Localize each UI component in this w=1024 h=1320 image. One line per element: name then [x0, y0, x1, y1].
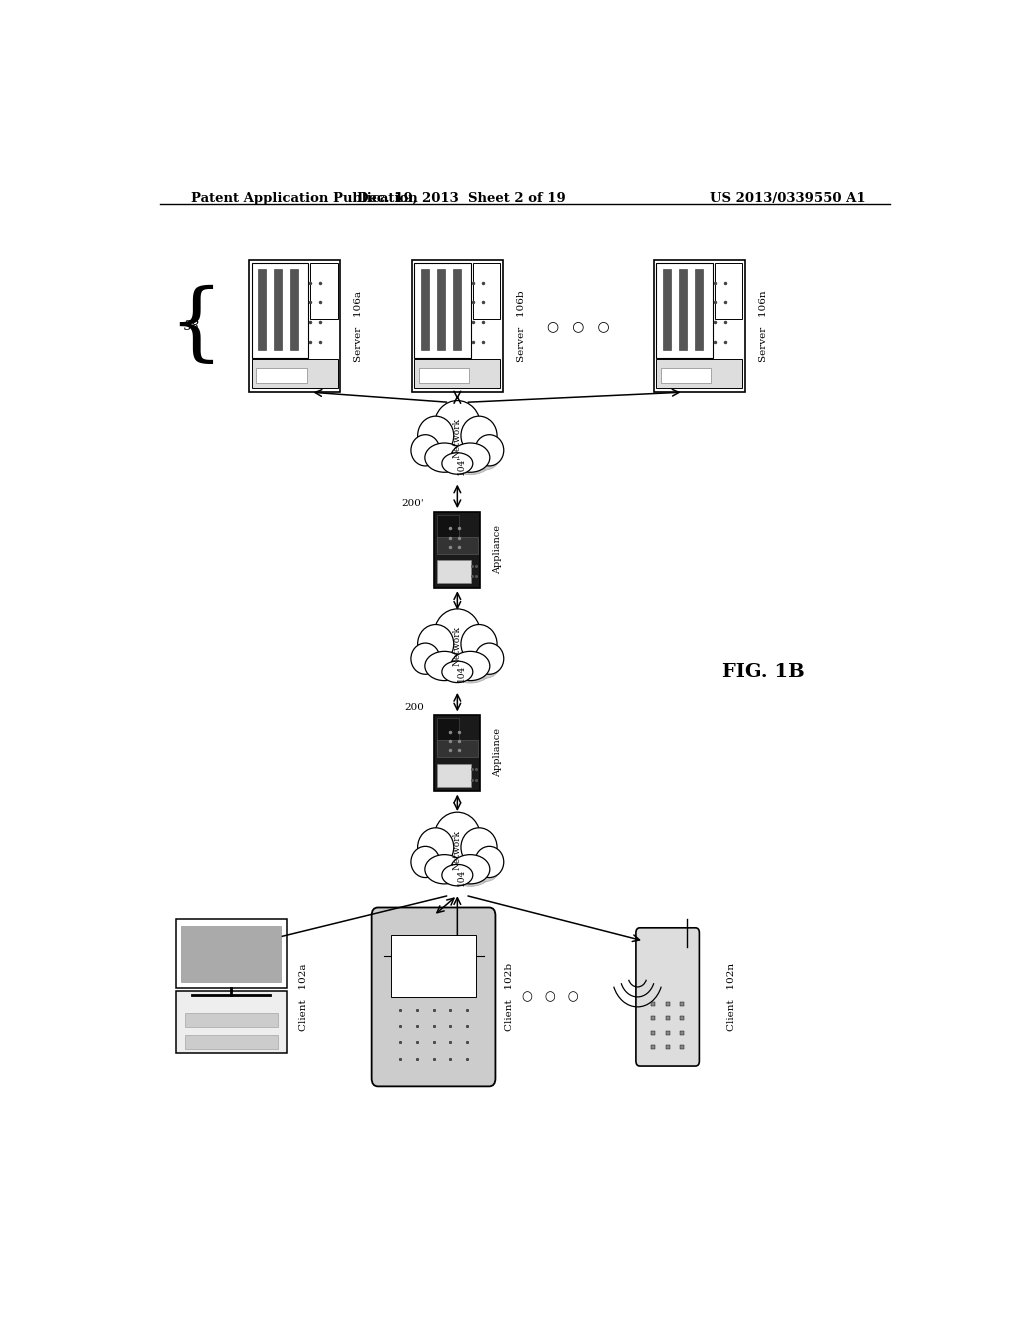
Ellipse shape	[425, 854, 464, 884]
Text: Patent Application Publication: Patent Application Publication	[191, 191, 418, 205]
FancyBboxPatch shape	[421, 269, 429, 350]
FancyBboxPatch shape	[656, 359, 742, 388]
FancyBboxPatch shape	[715, 263, 742, 319]
Ellipse shape	[475, 643, 504, 675]
FancyBboxPatch shape	[436, 561, 471, 583]
Ellipse shape	[425, 444, 464, 473]
Text: 104: 104	[457, 665, 466, 682]
FancyBboxPatch shape	[679, 269, 687, 350]
FancyBboxPatch shape	[252, 263, 308, 358]
Ellipse shape	[442, 453, 473, 474]
FancyBboxPatch shape	[184, 1012, 278, 1027]
Text: Appliance: Appliance	[494, 729, 502, 777]
FancyBboxPatch shape	[434, 715, 480, 791]
Text: FIG. 1B: FIG. 1B	[722, 663, 804, 681]
FancyBboxPatch shape	[415, 359, 501, 388]
Text: US 2013/0339550 A1: US 2013/0339550 A1	[711, 191, 866, 205]
Text: Server   106a: Server 106a	[354, 290, 364, 362]
FancyBboxPatch shape	[656, 263, 713, 358]
Text: 38: 38	[183, 319, 200, 333]
Ellipse shape	[434, 609, 480, 660]
FancyBboxPatch shape	[372, 907, 496, 1086]
Ellipse shape	[461, 416, 497, 455]
Text: 200': 200'	[401, 499, 424, 508]
Ellipse shape	[411, 434, 439, 466]
Ellipse shape	[411, 846, 439, 878]
Text: Network: Network	[453, 829, 462, 870]
Text: Client   102a: Client 102a	[299, 964, 307, 1031]
Ellipse shape	[451, 444, 489, 473]
Text: Dec. 19, 2013  Sheet 2 of 19: Dec. 19, 2013 Sheet 2 of 19	[357, 191, 565, 205]
Ellipse shape	[411, 643, 439, 675]
FancyBboxPatch shape	[662, 368, 712, 383]
Text: 104: 104	[457, 869, 466, 886]
Ellipse shape	[442, 661, 473, 682]
Ellipse shape	[470, 436, 501, 470]
FancyBboxPatch shape	[256, 368, 306, 383]
FancyBboxPatch shape	[176, 919, 287, 987]
Ellipse shape	[418, 828, 454, 867]
Ellipse shape	[461, 624, 497, 664]
FancyBboxPatch shape	[258, 269, 266, 350]
Ellipse shape	[461, 828, 497, 867]
Text: Network: Network	[453, 626, 462, 667]
Text: Client   102n: Client 102n	[727, 962, 736, 1031]
FancyBboxPatch shape	[436, 515, 459, 546]
Text: Server   106b: Server 106b	[517, 290, 526, 362]
Text: Appliance: Appliance	[494, 525, 502, 574]
Ellipse shape	[470, 644, 501, 678]
Ellipse shape	[434, 400, 480, 451]
FancyBboxPatch shape	[663, 269, 671, 350]
FancyBboxPatch shape	[290, 269, 298, 350]
FancyBboxPatch shape	[274, 269, 283, 350]
Text: ○   ○   ○: ○ ○ ○	[547, 319, 609, 333]
FancyBboxPatch shape	[436, 764, 471, 787]
Text: Server   106n: Server 106n	[759, 290, 768, 362]
FancyBboxPatch shape	[636, 928, 699, 1067]
Ellipse shape	[434, 812, 480, 863]
FancyBboxPatch shape	[184, 1035, 278, 1049]
FancyBboxPatch shape	[436, 741, 478, 756]
Text: Client   102b: Client 102b	[505, 962, 514, 1031]
FancyBboxPatch shape	[252, 359, 338, 388]
Ellipse shape	[451, 651, 489, 681]
FancyBboxPatch shape	[653, 260, 745, 392]
FancyBboxPatch shape	[249, 260, 340, 392]
FancyBboxPatch shape	[412, 260, 503, 392]
Ellipse shape	[451, 854, 489, 884]
Text: 200: 200	[404, 702, 424, 711]
Ellipse shape	[475, 434, 504, 466]
Ellipse shape	[442, 421, 499, 475]
Ellipse shape	[418, 416, 454, 455]
FancyBboxPatch shape	[695, 269, 703, 350]
FancyBboxPatch shape	[436, 537, 478, 553]
Text: 104': 104'	[457, 455, 466, 475]
FancyBboxPatch shape	[473, 263, 501, 319]
Ellipse shape	[442, 833, 499, 886]
FancyBboxPatch shape	[437, 269, 445, 350]
Text: ○   ○   ○: ○ ○ ○	[522, 990, 579, 1003]
Text: Network: Network	[453, 418, 462, 458]
FancyBboxPatch shape	[310, 263, 338, 319]
FancyBboxPatch shape	[391, 935, 476, 997]
Text: {: {	[168, 285, 223, 368]
FancyBboxPatch shape	[436, 718, 459, 750]
Ellipse shape	[442, 865, 473, 886]
Ellipse shape	[425, 651, 464, 681]
FancyBboxPatch shape	[453, 269, 461, 350]
Ellipse shape	[475, 846, 504, 878]
Ellipse shape	[418, 624, 454, 664]
FancyBboxPatch shape	[434, 512, 480, 587]
Ellipse shape	[442, 630, 499, 682]
FancyBboxPatch shape	[181, 925, 282, 982]
FancyBboxPatch shape	[176, 991, 287, 1053]
FancyBboxPatch shape	[415, 263, 471, 358]
Ellipse shape	[470, 847, 501, 882]
FancyBboxPatch shape	[419, 368, 469, 383]
